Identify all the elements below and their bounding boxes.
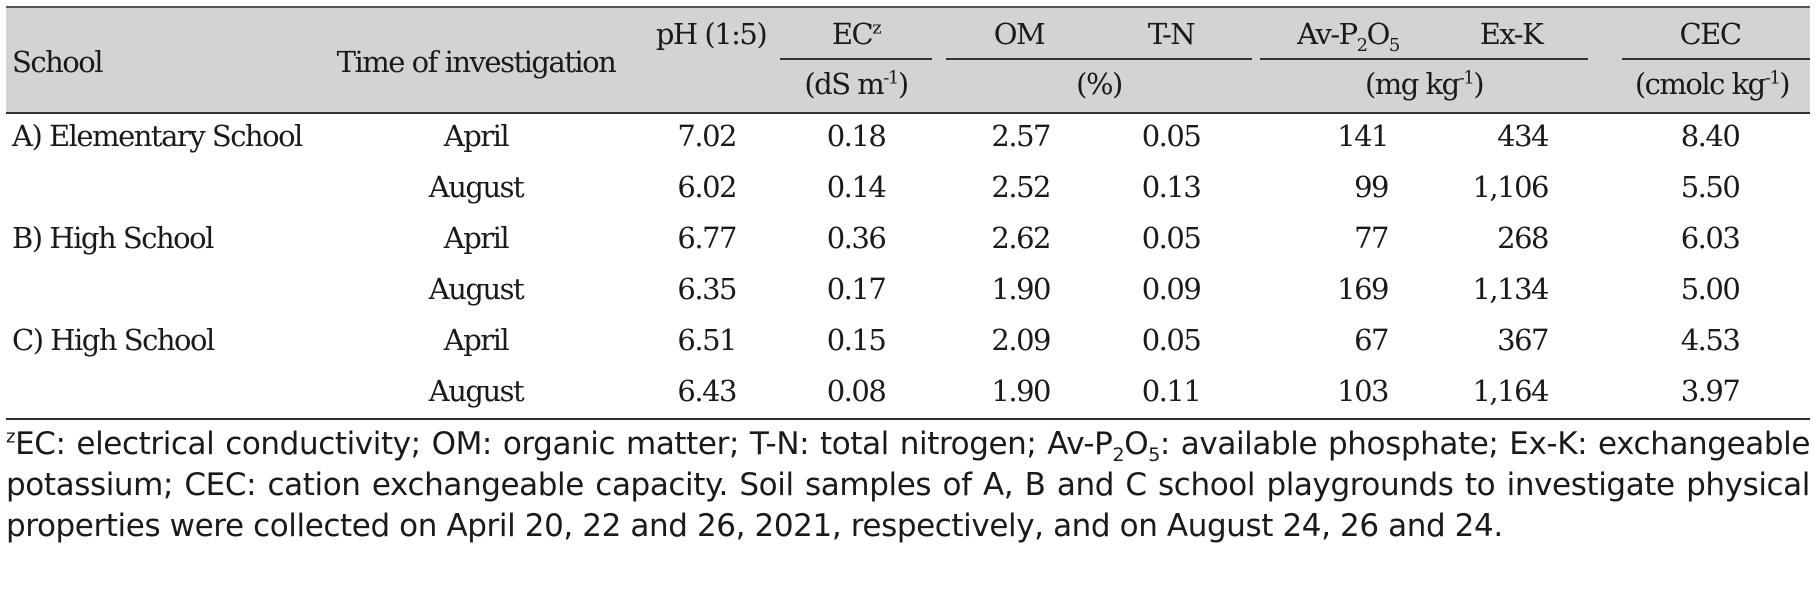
cell-av-p2o5: 103	[1337, 374, 1389, 408]
cell-exk: 367	[1497, 323, 1549, 357]
header-ec-unit: (dS m-1)	[804, 67, 909, 101]
table-row: A) Elementary School April 7.02 0.18 2.57 0.0…	[6, 114, 1810, 165]
header-ph: pH (1:5)	[655, 17, 768, 51]
cell-ph: 6.77	[677, 221, 737, 255]
header-om-tn-rule	[946, 58, 1252, 60]
cell-cec: 6.03	[1680, 221, 1741, 255]
cell-school: B) High School	[12, 221, 214, 255]
cell-ec: 0.14	[826, 170, 887, 204]
cell-cec: 4.53	[1680, 323, 1741, 357]
cell-ph: 6.02	[677, 170, 737, 204]
cell-ph: 6.51	[677, 323, 737, 357]
header-ec: ECz	[831, 17, 882, 51]
header-school: School	[12, 45, 103, 79]
cell-om: 2.62	[991, 221, 1051, 255]
header-cec-rule	[1622, 58, 1810, 60]
header-time: Time of investigation	[336, 45, 617, 79]
cell-av-p2o5: 169	[1337, 272, 1389, 306]
cell-ph: 6.35	[677, 272, 737, 306]
cell-av-p2o5: 67	[1354, 323, 1389, 357]
header-av-exk-rule	[1260, 58, 1588, 60]
table-row: August 6.43 0.08 1.90 0.11 103 1,164 3.97	[6, 369, 1810, 420]
header-om: OM	[993, 17, 1046, 51]
table-body: A) Elementary School April 7.02 0.18 2.57 0.0…	[6, 114, 1810, 418]
cell-av-p2o5: 99	[1354, 170, 1389, 204]
table-bottom-rule	[6, 418, 1810, 420]
cell-time: August	[428, 170, 525, 204]
cell-ec: 0.17	[826, 272, 887, 306]
cell-ec: 0.08	[826, 374, 887, 408]
cell-ec: 0.18	[826, 119, 887, 153]
header-cmol-unit: (cmolc kg-1)	[1634, 67, 1791, 101]
cell-tn: 0.05	[1141, 119, 1202, 153]
cell-time: August	[428, 272, 525, 306]
cell-cec: 5.00	[1680, 272, 1741, 306]
cell-cec: 8.40	[1680, 119, 1741, 153]
header-cec: CEC	[1679, 17, 1742, 51]
cell-tn: 0.09	[1141, 272, 1202, 306]
cell-ec: 0.36	[826, 221, 887, 255]
table-row: C) High School April 6.51 0.15 2.09 0.05 67 367…	[6, 318, 1810, 369]
header-mg-unit: (mg kg-1)	[1364, 67, 1485, 101]
cell-om: 2.57	[991, 119, 1051, 153]
cell-exk: 1,106	[1472, 170, 1549, 204]
cell-av-p2o5: 77	[1354, 221, 1389, 255]
table-header: School Time of investigation pH (1:5) EC…	[6, 6, 1810, 114]
header-av-p2o5: Av-P2O5	[1297, 17, 1400, 56]
cell-av-p2o5: 141	[1337, 119, 1389, 153]
cell-time: April	[443, 221, 510, 255]
cell-exk: 268	[1497, 221, 1549, 255]
cell-cec: 5.50	[1680, 170, 1741, 204]
table-row: August 6.02 0.14 2.52 0.13 99 1,106 5.50	[6, 165, 1810, 216]
cell-exk: 434	[1497, 119, 1549, 153]
header-ec-rule	[780, 58, 932, 60]
cell-ph: 6.43	[677, 374, 737, 408]
cell-om: 1.90	[991, 272, 1051, 306]
cell-exk: 1,134	[1472, 272, 1549, 306]
header-tn: T-N	[1147, 17, 1196, 51]
cell-school: C) High School	[12, 323, 215, 357]
cell-om: 1.90	[991, 374, 1051, 408]
cell-om: 2.09	[991, 323, 1051, 357]
cell-ec: 0.15	[826, 323, 887, 357]
header-pct-unit: (%)	[1076, 67, 1123, 101]
cell-time: April	[443, 119, 510, 153]
cell-cec: 3.97	[1680, 374, 1741, 408]
header-exk: Ex-K	[1479, 17, 1544, 51]
table-footnote: zEC: electrical conductivity; OM: organi…	[6, 426, 1810, 544]
cell-tn: 0.13	[1141, 170, 1202, 204]
cell-tn: 0.05	[1141, 221, 1202, 255]
cell-ph: 7.02	[677, 119, 737, 153]
cell-time: August	[428, 374, 525, 408]
cell-tn: 0.05	[1141, 323, 1202, 357]
cell-exk: 1,164	[1472, 374, 1549, 408]
table-row: B) High School April 6.77 0.36 2.62 0.05 77 268…	[6, 216, 1810, 267]
cell-school: A) Elementary School	[12, 119, 303, 153]
cell-om: 2.52	[991, 170, 1051, 204]
cell-time: April	[443, 323, 510, 357]
table-row: August 6.35 0.17 1.90 0.09 169 1,134 5.00	[6, 267, 1810, 318]
cell-tn: 0.11	[1141, 374, 1202, 408]
